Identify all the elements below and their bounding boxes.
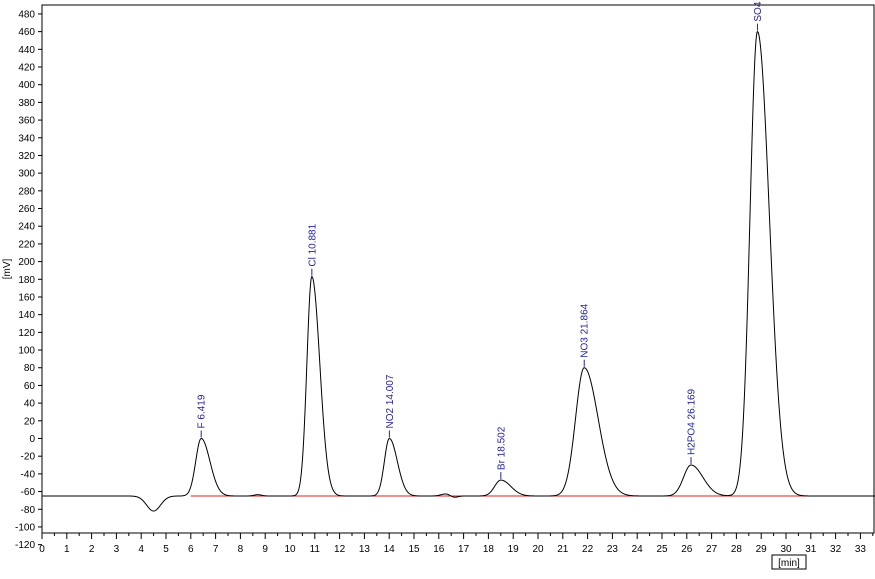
x-tick-label: 22 [582,544,594,555]
peak-label: NO2 14.007 [385,374,396,428]
x-tick-label: 6 [188,544,194,555]
plot-frame [41,4,875,534]
x-tick-label: 33 [855,544,867,555]
x-tick-label: 28 [731,544,743,555]
x-tick-label: 32 [830,544,842,555]
x-tick-label: 31 [805,544,817,555]
y-tick-label: 200 [18,257,35,268]
x-axis-title: [min] [778,558,800,569]
y-tick-label: 480 [18,9,35,20]
y-tick-label: 180 [18,275,35,286]
y-tick-label: 340 [18,133,35,144]
x-tick-label: 13 [359,544,371,555]
x-tick-label: 25 [656,544,668,555]
y-tick-label: 280 [18,186,35,197]
x-tick-label: 15 [408,544,420,555]
y-tick-label: 40 [24,399,36,410]
x-tick-label: 3 [114,544,120,555]
x-tick-label: 19 [508,544,520,555]
x-tick-label: 27 [706,544,718,555]
x-tick-label: 9 [262,544,268,555]
y-tick-label: -60 [21,487,36,498]
y-tick-label: -40 [21,469,36,480]
y-tick-label: -80 [21,505,36,516]
peak-label: NO3 21.864 [580,303,591,357]
x-axis: 0 1 2 3 4 5 6 7 8 9 10 11 12 13 14 15 16 17 18 19 20 21 22 23 24… [39,533,874,555]
y-tick-label: 100 [18,346,35,357]
y-tick-label: 320 [18,151,35,162]
y-tick-label: 240 [18,222,35,233]
plot-area [41,4,875,534]
peak-label: Cl 10.881 [307,223,318,266]
x-tick-label: 11 [310,544,321,555]
x-axis-title-box [771,554,807,570]
chromatogram-trace [42,31,875,512]
x-tick-label: 29 [756,544,768,555]
x-tick-label: 23 [607,544,619,555]
y-tick-label: 60 [24,381,36,392]
y-tick-label: 460 [18,27,35,38]
y-tick-label: 420 [18,63,35,74]
x-tick-label: 10 [284,544,296,555]
y-tick-label: -120 [15,540,35,551]
x-tick-label: 5 [163,544,169,555]
x-tick-label: 21 [557,544,569,555]
y-axis-title: [mV] [2,259,13,280]
x-tick-label: 12 [334,544,346,555]
y-tick-label: 220 [18,239,35,250]
y-tick-label: 120 [18,328,35,339]
x-tick-label: 7 [213,544,219,555]
x-tick-label: 24 [632,544,644,555]
y-tick-label: 140 [18,310,35,321]
y-tick-label: 0 [29,434,35,445]
x-tick-label: 8 [238,544,244,555]
peak-label: F 6.419 [197,394,208,428]
y-tick-label: 360 [18,116,35,127]
peak-label: Br 18.502 [496,426,507,470]
peak-label-layer: F 6.419 Cl 10.881 NO2 14.007 Br 18.502 NO3 2… [197,0,764,480]
y-tick-label: 400 [18,80,35,91]
y-tick-label: 160 [18,292,35,303]
x-tick-label: 14 [384,544,396,555]
peak-label: H2PO4 26.169 [686,388,697,455]
y-tick-label: 260 [18,204,35,215]
y-tick-label: 300 [18,169,35,180]
y-tick-label: -100 [15,522,35,533]
x-tick-label: 0 [39,544,45,555]
x-tick-label: 20 [532,544,544,555]
x-tick-label: 2 [89,544,95,555]
y-tick-label: 20 [24,416,36,427]
y-tick-label: 80 [24,363,36,374]
x-tick-label: 18 [483,544,495,555]
y-axis: -120 -100 -80 -60 -40 -20 0 20 40 60 80 100 120 140 16… [15,9,42,551]
x-tick-label: 17 [458,544,470,555]
x-tick-label: 26 [681,544,693,555]
peak-label: SO4 28.849 [753,0,764,22]
x-tick-label: 4 [138,544,144,555]
x-tick-label: 16 [433,544,445,555]
x-tick-label: 1 [64,544,70,555]
y-tick-label: 380 [18,98,35,109]
y-tick-label: 440 [18,45,35,56]
trace-layer [42,31,875,512]
x-tick-label: 30 [780,544,792,555]
y-tick-label: -20 [21,452,36,463]
